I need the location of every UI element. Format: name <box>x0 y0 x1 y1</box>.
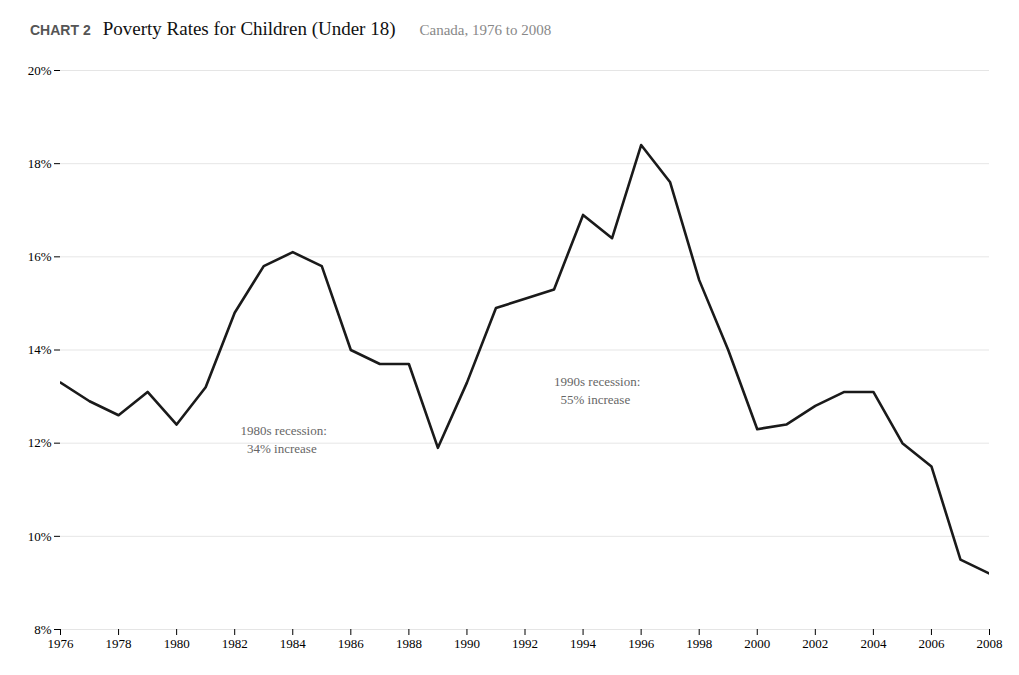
svg-text:14%: 14% <box>28 342 52 357</box>
svg-text:8%: 8% <box>34 622 52 637</box>
svg-text:1986: 1986 <box>338 636 365 651</box>
svg-text:1982: 1982 <box>222 636 248 651</box>
svg-text:2002: 2002 <box>802 636 828 651</box>
svg-text:1996: 1996 <box>628 636 655 651</box>
html-text:Poverty Rates for Children (Un: Poverty Rates for Children (Under 18) <box>102 18 396 39</box>
svg-text:2008: 2008 <box>977 636 1003 651</box>
html-text:Canada, 1976 to 2008: Canada, 1976 to 2008 <box>419 22 552 38</box>
html-text:CHART 2: CHART 2 <box>30 22 91 38</box>
svg-text:1994: 1994 <box>570 636 597 651</box>
svg-text:1980: 1980 <box>164 636 190 651</box>
svg-text:1990s recession: 55% increase: 1990s recession: 55% increase <box>554 374 640 407</box>
svg-text:1978: 1978 <box>106 636 132 651</box>
svg-text:20%: 20% <box>28 63 52 78</box>
svg-text:2004: 2004 <box>860 636 887 651</box>
svg-text:1984: 1984 <box>280 636 307 651</box>
svg-text:1992: 1992 <box>512 636 538 651</box>
svg-text:1976: 1976 <box>48 636 75 651</box>
svg-text:10%: 10% <box>28 528 52 543</box>
svg-text:12%: 12% <box>28 435 52 450</box>
svg-text:1998: 1998 <box>686 636 712 651</box>
svg-text:1990: 1990 <box>454 636 480 651</box>
svg-text:18%: 18% <box>28 156 52 171</box>
svg-text:2006: 2006 <box>918 636 945 651</box>
svg-text:1980s recession: 34% increase: 1980s recession: 34% increase <box>240 423 326 456</box>
svg-text:1988: 1988 <box>396 636 422 651</box>
svg-text:16%: 16% <box>28 249 52 264</box>
svg-text:2000: 2000 <box>744 636 770 651</box>
